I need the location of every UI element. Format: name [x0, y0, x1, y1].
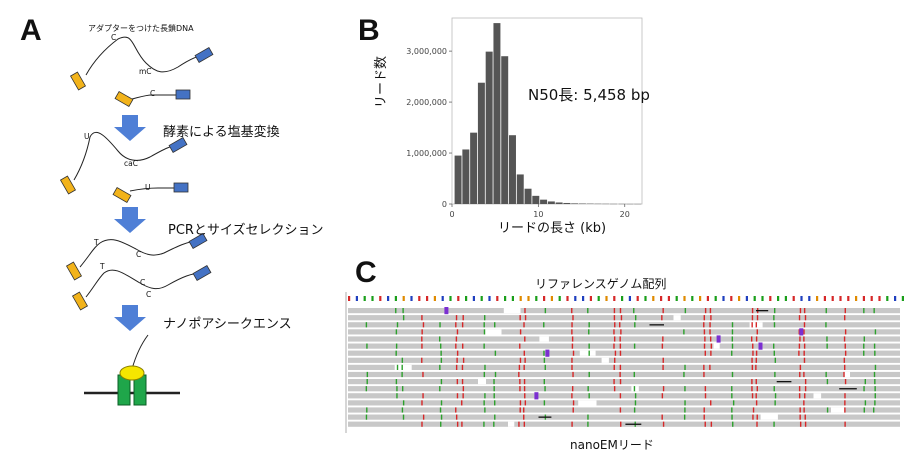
base-label: C [136, 250, 142, 259]
down-arrow-icon [114, 207, 146, 233]
histogram-bar [462, 149, 470, 204]
panel-a-diagram [60, 36, 214, 406]
histogram-bar [493, 23, 501, 204]
adapters [60, 46, 214, 311]
base-label: U [84, 132, 90, 141]
adapter-left-icon [69, 71, 87, 91]
genome-alignment-view [344, 290, 904, 435]
adapter-right-icon [168, 136, 188, 154]
histogram-bar [547, 201, 555, 204]
histogram-bar [516, 174, 524, 204]
adapter-right-icon [194, 46, 214, 64]
adapter-right-icon [192, 264, 212, 282]
x-tick-label: 10 [533, 210, 543, 219]
histogram-bar [454, 155, 462, 204]
adapter-left-icon [71, 291, 89, 311]
base-label: C [146, 290, 152, 299]
dna-strand-5b [85, 269, 203, 298]
histogram-bar [571, 203, 579, 204]
adapter-right-icon [173, 182, 189, 193]
histogram-bar [524, 188, 532, 204]
base-label: mC [139, 67, 152, 76]
y-tick-label: 2,000,000 [406, 98, 447, 107]
down-arrow-icon [114, 115, 146, 141]
histogram-bar [555, 202, 563, 204]
adapter-left-icon [112, 186, 132, 204]
histogram-bar [501, 56, 509, 204]
nanoem-reads-label: nanoEMリード [570, 438, 654, 452]
down-arrow-icon [114, 305, 146, 331]
histogram-bar [540, 199, 548, 204]
histogram-bar [470, 132, 478, 204]
panel-c-letter: C [355, 256, 377, 289]
reference-genome-label: リファレンスゲノム配列 [535, 277, 667, 291]
adapter-dna-label: アダプターをつけた長鎖DNA [88, 24, 194, 33]
base-label: T [100, 262, 105, 271]
step-arrows [114, 115, 146, 331]
dna-strand-5a [79, 239, 199, 268]
panel-b-letter: B [358, 14, 380, 47]
dna-strand-1 [85, 36, 207, 76]
base-label: C [140, 278, 146, 287]
motor-protein-icon [119, 365, 145, 381]
adapter-left-icon [65, 261, 83, 281]
adapter-left-icon [114, 90, 134, 108]
n50-annotation: N50長: 5,458 bp [528, 86, 650, 104]
dna-strand-2 [131, 94, 178, 100]
x-tick-label: 20 [620, 210, 630, 219]
y-tick-label: 3,000,000 [406, 47, 447, 56]
step-label-enzymatic-conversion: 酵素による塩基変換 [163, 125, 280, 140]
base-label: C [150, 89, 156, 98]
step-label-nanopore-sequencing: ナノポアシークエンス [163, 317, 292, 332]
adapter-right-icon [188, 232, 208, 250]
dna-strand-4 [129, 187, 178, 192]
adapter-left-icon [60, 175, 77, 195]
y-axis-label: リード数 [374, 55, 389, 108]
histogram-bar [532, 195, 540, 204]
panel-a-letter: A [20, 14, 42, 47]
base-label: U [145, 183, 151, 192]
y-tick-label: 1,000,000 [406, 149, 447, 158]
x-tick-label: 0 [449, 210, 454, 219]
base-label: caC [124, 159, 138, 168]
dna-tether [131, 334, 149, 370]
dna-strand-3 [73, 131, 181, 181]
histogram-bar [509, 135, 516, 204]
step-label-pcr-size-selection: PCRとサイズセレクション [168, 223, 324, 238]
read-length-histogram: 0 1,000,000 2,000,000 3,000,000 0 10 20 [406, 17, 643, 219]
histogram-bar [563, 202, 571, 204]
histogram-bar [485, 51, 493, 204]
y-tick-label: 0 [442, 200, 447, 209]
x-axis-label: リードの長さ (kb) [498, 221, 607, 236]
adapter-right-icon [175, 89, 191, 100]
nanopore-icon [117, 365, 147, 406]
base-label: C [111, 33, 117, 42]
histogram-bar [477, 82, 485, 204]
base-label: T [94, 238, 99, 247]
